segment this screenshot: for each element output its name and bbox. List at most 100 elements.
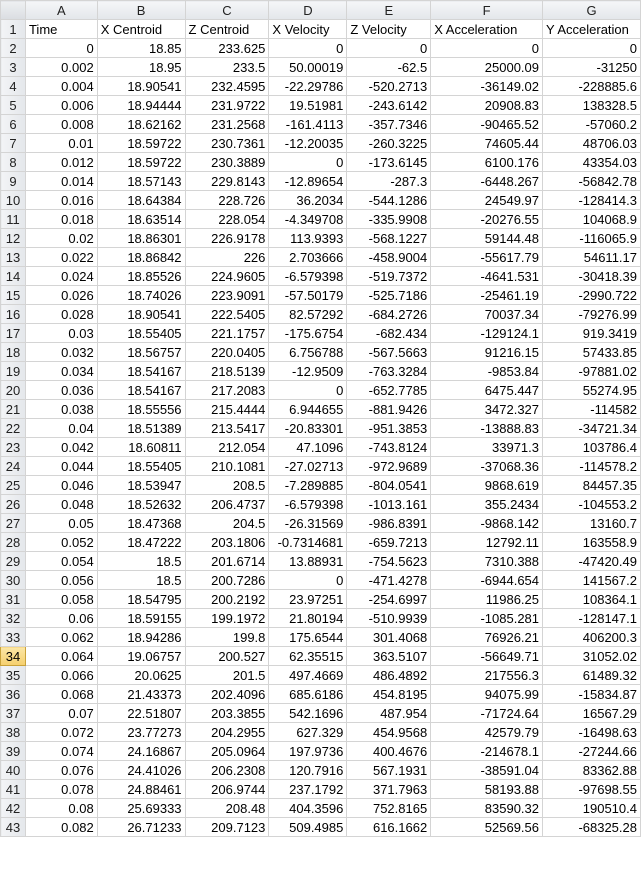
data-cell[interactable]: 371.7963	[346, 779, 432, 799]
data-cell[interactable]: -254.6997	[346, 589, 432, 609]
data-cell[interactable]: 301.4068	[346, 627, 432, 647]
data-cell[interactable]: 199.8	[184, 627, 270, 647]
data-cell[interactable]: 163558.9	[542, 532, 641, 552]
data-cell[interactable]: -128414.3	[542, 190, 641, 210]
data-cell[interactable]: -951.3853	[346, 418, 432, 438]
data-cell[interactable]: -544.1286	[346, 190, 432, 210]
data-cell[interactable]: 113.9393	[268, 228, 348, 248]
data-cell[interactable]: -1085.281	[430, 608, 544, 628]
data-cell[interactable]: 0.034	[24, 361, 98, 381]
data-cell[interactable]: 215.4444	[184, 399, 270, 419]
data-cell[interactable]: 0.068	[24, 684, 98, 704]
data-cell[interactable]: 70037.34	[430, 304, 544, 324]
data-cell[interactable]: 20.0625	[96, 665, 186, 685]
data-cell[interactable]: -22.29786	[268, 76, 348, 96]
data-cell[interactable]: -6944.654	[430, 570, 544, 590]
data-cell[interactable]: -68325.28	[542, 817, 641, 837]
data-cell[interactable]: 0	[268, 380, 348, 400]
data-cell[interactable]: 18.60811	[96, 437, 186, 457]
data-cell[interactable]: -357.7346	[346, 114, 432, 134]
data-cell[interactable]: 201.5	[184, 665, 270, 685]
data-cell[interactable]: 36.2034	[268, 190, 348, 210]
data-cell[interactable]: 18.5	[96, 551, 186, 571]
data-cell[interactable]: 9868.619	[430, 475, 544, 495]
data-cell[interactable]: -510.9939	[346, 608, 432, 628]
data-cell[interactable]: -114578.2	[542, 456, 641, 476]
data-cell[interactable]: -4641.531	[430, 266, 544, 286]
row-header[interactable]: 10	[0, 190, 26, 210]
data-cell[interactable]: 627.329	[268, 722, 348, 742]
data-cell[interactable]: -520.2713	[346, 76, 432, 96]
select-all-corner[interactable]	[0, 0, 26, 20]
data-cell[interactable]: 404.3596	[268, 798, 348, 818]
data-cell[interactable]: -36149.02	[430, 76, 544, 96]
data-cell[interactable]: 0.056	[24, 570, 98, 590]
data-cell[interactable]: 0.072	[24, 722, 98, 742]
data-cell[interactable]: 57433.85	[542, 342, 641, 362]
data-cell[interactable]: 31052.02	[542, 646, 641, 666]
data-cell[interactable]: 206.2308	[184, 760, 270, 780]
data-cell[interactable]: 0.006	[24, 95, 98, 115]
data-cell[interactable]: 22.51807	[96, 703, 186, 723]
data-cell[interactable]: 24.41026	[96, 760, 186, 780]
data-cell[interactable]: 11986.25	[430, 589, 544, 609]
data-cell[interactable]: 104068.9	[542, 209, 641, 229]
data-cell[interactable]: 202.4096	[184, 684, 270, 704]
row-header[interactable]: 2	[0, 38, 26, 58]
data-cell[interactable]: 0.044	[24, 456, 98, 476]
data-cell[interactable]: -56842.78	[542, 171, 641, 191]
data-cell[interactable]: 217556.3	[430, 665, 544, 685]
data-cell[interactable]: 108364.1	[542, 589, 641, 609]
data-cell[interactable]: 103786.4	[542, 437, 641, 457]
data-cell[interactable]: 18.57143	[96, 171, 186, 191]
data-cell[interactable]: 18.95	[96, 57, 186, 77]
data-cell[interactable]: 91216.15	[430, 342, 544, 362]
data-cell[interactable]: 0.03	[24, 323, 98, 343]
data-cell[interactable]: 752.8165	[346, 798, 432, 818]
data-cell[interactable]: 18.85	[96, 38, 186, 58]
data-cell[interactable]: -9868.142	[430, 513, 544, 533]
data-cell[interactable]: -458.9004	[346, 247, 432, 267]
row-header[interactable]: 37	[0, 703, 26, 723]
data-cell[interactable]: 0.05	[24, 513, 98, 533]
data-cell[interactable]: 230.7361	[184, 133, 270, 153]
data-cell[interactable]: 497.4669	[268, 665, 348, 685]
data-cell[interactable]: 509.4985	[268, 817, 348, 837]
data-cell[interactable]: 224.9605	[184, 266, 270, 286]
data-cell[interactable]: 0.028	[24, 304, 98, 324]
row-header[interactable]: 4	[0, 76, 26, 96]
data-cell[interactable]: -16498.63	[542, 722, 641, 742]
data-cell[interactable]: 197.9736	[268, 741, 348, 761]
data-cell[interactable]: 18.63514	[96, 209, 186, 229]
data-cell[interactable]: 204.2955	[184, 722, 270, 742]
data-cell[interactable]: 0.046	[24, 475, 98, 495]
row-header[interactable]: 31	[0, 589, 26, 609]
data-cell[interactable]: -287.3	[346, 171, 432, 191]
data-cell[interactable]: -27244.66	[542, 741, 641, 761]
data-cell[interactable]: -13888.83	[430, 418, 544, 438]
data-cell[interactable]: 18.94286	[96, 627, 186, 647]
data-cell[interactable]: 47.1096	[268, 437, 348, 457]
data-cell[interactable]: 18.90541	[96, 76, 186, 96]
data-cell[interactable]: 42579.79	[430, 722, 544, 742]
data-cell[interactable]: 201.6714	[184, 551, 270, 571]
data-cell[interactable]: 0.066	[24, 665, 98, 685]
data-cell[interactable]: 454.8195	[346, 684, 432, 704]
data-cell[interactable]: 919.3419	[542, 323, 641, 343]
row-header[interactable]: 17	[0, 323, 26, 343]
data-cell[interactable]: 222.5405	[184, 304, 270, 324]
data-cell[interactable]: -659.7213	[346, 532, 432, 552]
row-header[interactable]: 29	[0, 551, 26, 571]
data-cell[interactable]: 83590.32	[430, 798, 544, 818]
row-header[interactable]: 7	[0, 133, 26, 153]
data-cell[interactable]: 0.008	[24, 114, 98, 134]
data-cell[interactable]: 18.53947	[96, 475, 186, 495]
column-header-b[interactable]: B	[96, 0, 186, 20]
row-header[interactable]: 3	[0, 57, 26, 77]
data-cell[interactable]: 0.076	[24, 760, 98, 780]
data-cell[interactable]: 83362.88	[542, 760, 641, 780]
data-cell[interactable]: -743.8124	[346, 437, 432, 457]
data-cell[interactable]: 0.04	[24, 418, 98, 438]
data-cell[interactable]: 0.08	[24, 798, 98, 818]
header-cell-z-centroid[interactable]: Z Centroid	[184, 19, 270, 39]
